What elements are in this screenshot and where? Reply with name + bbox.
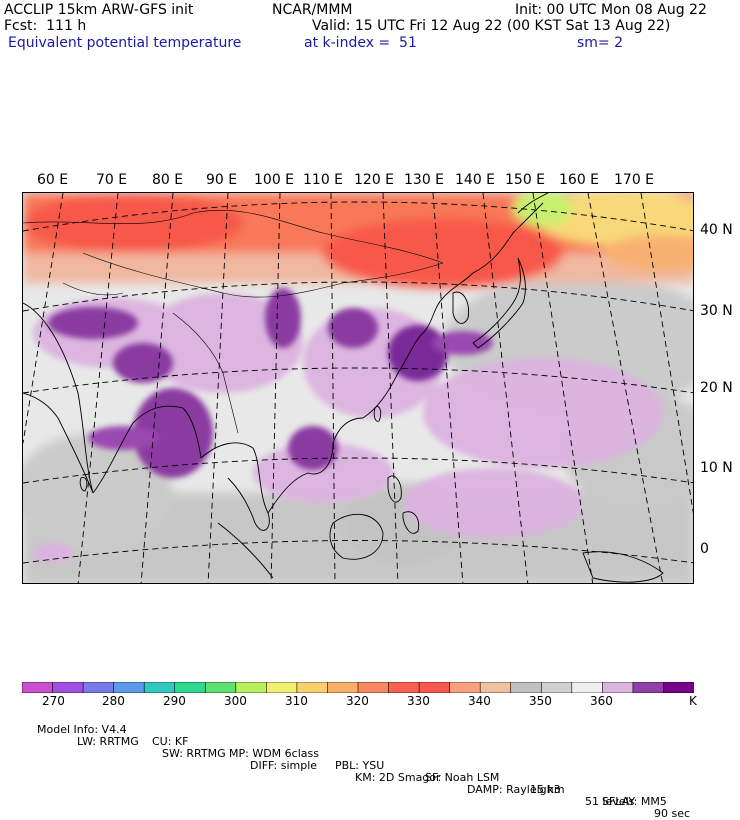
diffusion-option: DIFF: simple [250,759,318,772]
lat-label: 40 N [700,222,733,238]
colorbar-swatch [510,682,543,693]
colorbar-swatch [235,682,268,693]
colorbar-tick-label: 320 [346,694,369,708]
lon-label: 170 E [614,172,655,188]
colorbar-swatch [82,682,115,693]
colorbar-tick-label: 360 [590,694,613,708]
colorbar-swatch [449,682,481,693]
lon-label: 100 E [254,172,295,188]
smoothing-label: sm= 2 [577,35,624,51]
colorbar [22,682,694,693]
colorbar-tick-label: 340 [468,694,491,708]
microphysics-scheme: MP: WDM 6class [229,747,319,760]
colorbar-swatch [52,682,84,693]
coastlines [23,193,664,583]
model-title: ACCLIP 15km ARW-GFS init [4,2,194,18]
organization-label: NCAR/MMM [272,2,353,18]
colorbar-tick-label: 280 [102,694,125,708]
colorbar-tick-label: 330 [407,694,430,708]
colorbar-swatch [540,682,573,693]
lon-label: 60 E [37,172,69,188]
colorbar-tick-label: 290 [163,694,186,708]
longwave-scheme: LW: RRTMG [77,735,139,748]
km-option: KM: 2D Smagor [355,771,441,784]
init-time: Init: 00 UTC Mon 08 Aug 22 [515,2,707,18]
lat-label: 10 N [700,460,733,476]
colorbar-swatch [479,682,512,693]
colorbar-swatch [22,682,54,693]
lon-label: 150 E [505,172,546,188]
lat-label: 30 N [700,303,733,319]
colorbar-tick-label: 270 [42,694,65,708]
colorbar-swatch [418,682,451,693]
lon-label: 120 E [354,172,395,188]
field-name: Equivalent potential temperature [8,35,242,51]
pbl-scheme: PBL: YSU [335,759,385,772]
damping-option: DAMP: Rayleigh3 [467,783,561,796]
colorbar-tick-label: 300 [224,694,247,708]
warm-field-band [23,193,693,288]
model-info-row2: LW: RRTMG SW: RRTMG DIFF: simple KM: 2D … [70,724,667,808]
lon-label: 90 E [206,172,238,188]
colorbar-swatch [327,682,359,693]
longitude-labels: 60 E 70 E 80 E 90 E 100 E 110 E 120 E 13… [0,172,740,188]
lilac-field-areas [33,293,663,563]
map-canvas [23,193,693,583]
time-step: 90 sec [654,807,691,820]
level-index: at k-index = 51 [304,35,417,51]
purple-field-areas [48,288,493,478]
colorbar-tick-label: 350 [529,694,552,708]
lon-label: 70 E [96,172,128,188]
lon-label: 80 E [152,172,184,188]
lon-label: 160 E [559,172,600,188]
lon-label: 130 E [404,172,445,188]
cumulus-scheme: CU: KF [152,735,189,748]
surface-layer-scheme: SFLAY: MM5 [602,795,667,808]
colorbar-swatch [357,682,390,693]
map-panel [22,192,694,584]
colorbar-swatch [388,682,420,693]
model-version: Model Info: V4.4 [37,723,127,736]
lon-label: 140 E [455,172,496,188]
colorbar-swatch [113,682,145,693]
lat-label: 0 [700,541,709,557]
colorbar-swatch [663,682,694,693]
colorbar-swatch [143,682,176,693]
valid-time: Valid: 15 UTC Fri 12 Aug 22 (00 KST Sat … [312,18,671,34]
colorbar-tick-label: 310 [285,694,308,708]
graticule [23,193,693,583]
colorbar-swatch [266,682,298,693]
colorbar-swatch [571,682,604,693]
lat-label: 20 N [700,380,733,396]
colorbar-swatch [602,682,634,693]
colorbar-swatch [296,682,329,693]
lon-label: 110 E [303,172,344,188]
shortwave-scheme: SW: RRTMG [162,747,226,760]
colorbar-unit: K [689,694,697,708]
colorbar-swatch [204,682,237,693]
colorbar-swatch [632,682,665,693]
colorbar-swatch [174,682,207,693]
forecast-hour: Fcst: 111 h [4,18,87,34]
